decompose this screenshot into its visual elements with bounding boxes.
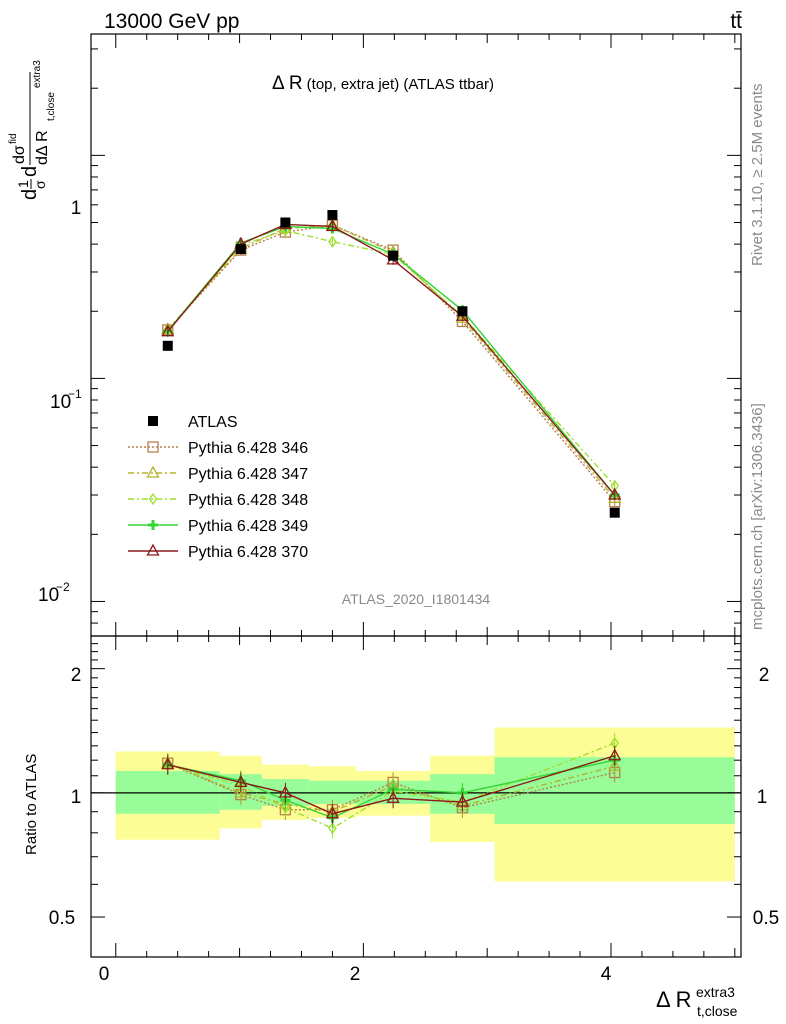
legend-atlas-marker xyxy=(148,416,158,426)
svg-text:Δ R: Δ R xyxy=(656,987,691,1012)
ratio-y-tick-labels: 2 1 0.5 2 1 0.5 xyxy=(49,665,779,929)
xtick-label-2: 2 xyxy=(350,964,361,985)
ytick-label-10m1-exp: −1 xyxy=(68,387,82,401)
ratio-ytick-label-2: 2 xyxy=(71,665,82,686)
atlas-data-point xyxy=(457,306,468,317)
series-370-ratio-point xyxy=(455,794,470,807)
atlas-data-point xyxy=(388,250,399,261)
atlas-data-point xyxy=(235,244,246,255)
ytick-label-10m1-base: 10 xyxy=(50,392,71,413)
series-370-point xyxy=(325,219,340,232)
series-370-point xyxy=(608,487,622,500)
legend-348-label: Pythia 6.428 348 xyxy=(188,492,308,509)
svg-text:d: d xyxy=(19,189,41,200)
series-370-ratio-point xyxy=(325,806,340,819)
series-347-ratio-point xyxy=(608,758,622,771)
atlas-data-point xyxy=(327,210,338,221)
svg-text:σ: σ xyxy=(32,180,48,189)
series-348-ratio-point xyxy=(281,801,290,814)
series-370-ratio-point xyxy=(386,790,400,803)
series-370-ratio-point xyxy=(608,748,622,761)
analysis-tag: ATLAS_2020_I1801434 xyxy=(342,591,491,607)
series-370-ratio-point xyxy=(278,785,292,798)
legend-370-marker xyxy=(146,543,160,556)
series-370-point xyxy=(161,324,175,337)
series-370-ratio-point xyxy=(161,757,175,770)
series-347-ratio-point xyxy=(234,785,248,798)
series-346-line xyxy=(167,224,616,503)
legend-349-label: Pythia 6.428 349 xyxy=(188,518,308,535)
series-347-point xyxy=(608,490,622,503)
svg-text:dΔ R: dΔ R xyxy=(34,130,51,165)
legend-346-marker xyxy=(147,441,159,453)
svg-text:fid: fid xyxy=(8,133,19,144)
process-label: tt̄ xyxy=(730,10,742,33)
title-small: (top, extra jet) (ATLAS ttbar) xyxy=(307,76,494,93)
ytick-label-10m2-base: 10 xyxy=(38,585,59,606)
legend-348-marker xyxy=(148,492,158,506)
ratio-ytick-label-1: 1 xyxy=(71,787,82,808)
legend: ATLAS Pythia 6.428 346 Pythia 6.428 347 Pyt… xyxy=(128,414,308,561)
atlas-data-point xyxy=(280,217,291,228)
title-main: Δ R xyxy=(272,73,303,94)
series-348-ratio-point xyxy=(328,822,337,835)
series-347-line xyxy=(167,224,616,499)
legend-370-label: Pythia 6.428 370 xyxy=(188,544,308,561)
svg-text:Δ R(top, extra jet) (ATLAS ttb: Δ R (top, extra jet) (ATLAS ttbar) xyxy=(272,73,494,94)
mcplots-label: mcplots.cern.ch [arXiv:1306.3436] xyxy=(749,403,766,630)
atlas-data-point xyxy=(162,340,173,351)
svg-text:t,close: t,close xyxy=(46,92,57,121)
svg-text:d: d xyxy=(19,166,41,177)
plot-frames xyxy=(90,33,742,958)
legend-347-marker xyxy=(146,465,160,478)
x-tick-labels: 0 2 4 xyxy=(99,964,612,985)
ratio-ytick-right-0p5: 0.5 xyxy=(753,908,779,929)
svg-text:t,close: t,close xyxy=(697,1003,738,1019)
ratio-ytick-right-2: 2 xyxy=(759,665,770,686)
svg-text:extra3: extra3 xyxy=(696,984,735,1000)
main-plot-title: Δ R (top, extra jet) (ATLAS ttbar) xyxy=(272,73,494,94)
ratio-ytick-label-0p5: 0.5 xyxy=(49,908,75,929)
xtick-label-4: 4 xyxy=(601,964,612,985)
ratio-y-axis-label: Ratio to ATLAS xyxy=(23,754,40,855)
ytick-label-10m2-exp: −2 xyxy=(56,580,70,594)
svg-text:dσ: dσ xyxy=(11,145,28,164)
atlas-data-point xyxy=(609,507,620,518)
legend-347-label: Pythia 6.428 347 xyxy=(188,466,308,483)
ratio-ytick-right-1: 1 xyxy=(757,787,768,808)
rivet-version-label: Rivet 3.1.10, ≥ 2.5M events xyxy=(749,84,766,267)
series-370-ratio-point xyxy=(234,775,248,788)
ytick-label-1: 1 xyxy=(71,198,82,219)
series-348-point xyxy=(328,235,337,248)
main-plot-area xyxy=(161,210,622,518)
xtick-label-0: 0 xyxy=(99,964,110,985)
svg-text:extra3: extra3 xyxy=(32,60,43,88)
svg-text:1: 1 xyxy=(15,180,31,188)
main-y-axis-label: d 1 σ d dσ fid dΔ R t,close extra3 xyxy=(8,60,57,200)
energy-label: 13000 GeV pp xyxy=(104,10,239,33)
legend-atlas-label: ATLAS xyxy=(188,414,238,431)
x-axis-label: Δ R extra3 t,close xyxy=(656,984,738,1019)
main-y-tick-labels: 1 10 −1 10 −2 xyxy=(38,198,82,606)
ratio-plot-area xyxy=(91,727,741,882)
ratio-plot-frame xyxy=(90,635,742,958)
legend-349-marker xyxy=(148,520,158,530)
legend-346-label: Pythia 6.428 346 xyxy=(188,440,308,457)
